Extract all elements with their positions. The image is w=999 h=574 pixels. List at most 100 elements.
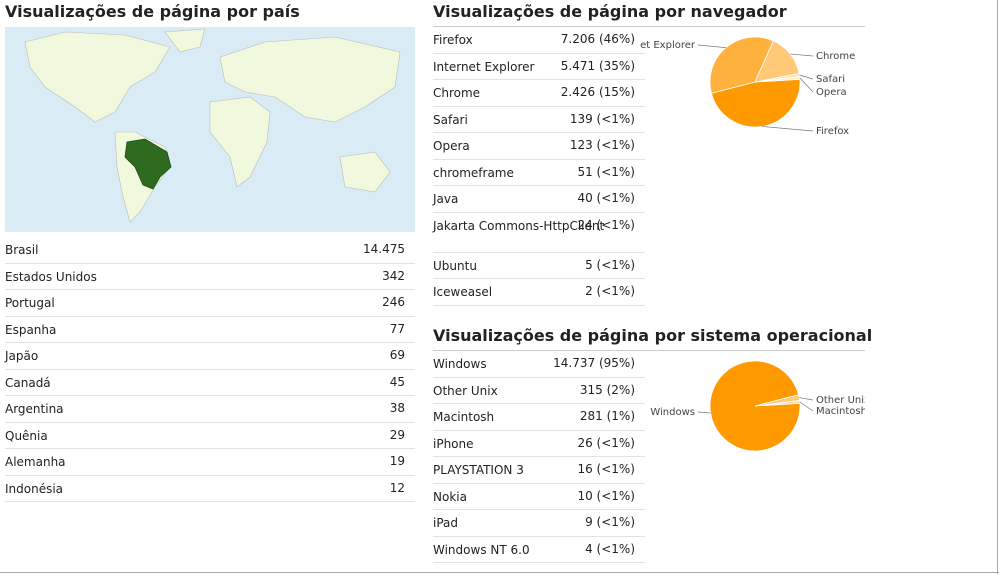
row-value: 281 (1%) [579, 409, 635, 423]
brazil [124, 138, 172, 190]
row-label: Ubuntu [433, 258, 477, 273]
pie-label: Chrome [816, 51, 855, 62]
row-value: 2.426 (15%) [560, 85, 635, 99]
pie-slice [710, 78, 801, 128]
row-label: Espanha [5, 322, 57, 337]
row-label: Chrome [433, 86, 481, 100]
row-label: Quênia [5, 428, 48, 443]
table-row: Windows 14.737 (95%) [433, 351, 645, 378]
table-row: Canadá 45 [5, 370, 415, 396]
row-label: Canadá [5, 375, 51, 390]
section-title: Visualizações de página por país [5, 2, 300, 21]
row-value: 14.475 [363, 242, 405, 256]
leader-line [799, 401, 814, 412]
row-label: chromeframe [433, 165, 514, 180]
row-label: Opera [433, 139, 470, 153]
row-value: 38 [389, 401, 405, 415]
world-map [5, 27, 415, 232]
row-label: Safari [433, 112, 468, 127]
row-value: 26 (<1%) [577, 435, 635, 450]
row-label: Brasil [5, 243, 39, 257]
row-label: Jakarta Commons-HttpClient [433, 218, 605, 233]
table-row: Jakarta Commons-HttpClient 24 (<1%) [433, 213, 645, 253]
row-label: PLAYSTATION 3 [433, 463, 524, 477]
row-value: 139 (<1%) [569, 111, 635, 126]
row-label: Indonésia [5, 481, 64, 496]
row-value: 4 (<1%) [585, 541, 635, 556]
table-row: Argentina 38 [5, 396, 415, 423]
row-label: Java [433, 192, 459, 206]
table-row: Brasil 14.475 [5, 237, 415, 264]
row-value: 29 [389, 427, 405, 442]
row-value: 2 (<1%) [585, 284, 635, 298]
table-row: Estados Unidos 342 [5, 264, 415, 290]
row-label: iPad [433, 516, 459, 530]
row-value: 5 (<1%) [585, 257, 635, 272]
row-label: Windows NT 6.0 [433, 542, 530, 557]
pie-label: et Explorer [640, 40, 696, 51]
row-label: Portugal [5, 296, 55, 310]
north-america [24, 31, 171, 123]
row-value: 9 (<1%) [585, 515, 635, 529]
row-label: Nokia [433, 489, 467, 504]
leader-line [697, 411, 711, 414]
window-edge [0, 572, 999, 573]
row-label: Iceweasel [433, 285, 493, 299]
table-row: iPad 9 (<1%) [433, 510, 645, 537]
row-label: Windows [433, 357, 487, 371]
row-value: 5.471 (35%) [560, 58, 635, 73]
table-row: Espanha 77 [5, 317, 415, 343]
section-title: Visualizações de página por navegador [433, 2, 787, 21]
table-row: Opera 123 (<1%) [433, 133, 645, 160]
row-label: Japão [5, 349, 39, 363]
browser-pie: Firefox et Explorer Chrome Safari Opera [640, 36, 855, 137]
row-value: 40 (<1%) [577, 191, 635, 205]
pie-label: Firefox [816, 126, 849, 137]
africa [209, 96, 271, 188]
table-row: Alemanha 19 [5, 449, 415, 476]
row-label: Macintosh [433, 410, 495, 424]
leader-line [799, 74, 814, 80]
leader-line [790, 53, 814, 57]
row-value: 69 [389, 348, 405, 362]
leader-line [799, 397, 814, 401]
row-value: 77 [389, 321, 405, 336]
window-edge [997, 0, 998, 574]
row-value: 51 (<1%) [577, 164, 635, 179]
table-row: PLAYSTATION 3 16 (<1%) [433, 457, 645, 484]
row-label: Internet Explorer [433, 59, 535, 74]
table-row: Safari 139 (<1%) [433, 107, 645, 133]
row-label: Alemanha [5, 455, 66, 469]
pie-label: Other Unix [816, 395, 865, 406]
pie-label: Opera [816, 87, 847, 98]
table-row: chromeframe 51 (<1%) [433, 160, 645, 186]
row-label: Firefox [433, 33, 473, 47]
row-value: 45 [389, 374, 405, 389]
table-row: Iceweasel 2 (<1%) [433, 279, 645, 306]
row-value: 14.737 (95%) [553, 356, 635, 370]
row-value: 315 (2%) [579, 382, 635, 397]
row-value: 12 [389, 480, 405, 495]
table-row: Ubuntu 5 (<1%) [433, 253, 645, 279]
section-title: Visualizações de página por sistema oper… [433, 326, 873, 345]
greenland [164, 28, 206, 53]
australia [339, 151, 391, 193]
table-row: Quênia 29 [5, 423, 415, 449]
table-row: Other Unix 315 (2%) [433, 378, 645, 404]
table-row: Java 40 (<1%) [433, 186, 645, 213]
divider [433, 350, 865, 351]
row-label: Other Unix [433, 383, 498, 398]
table-row: iPhone 26 (<1%) [433, 431, 645, 457]
row-label: Estados Unidos [5, 269, 97, 284]
row-label: iPhone [433, 436, 474, 451]
table-row: Windows NT 6.0 4 (<1%) [433, 537, 645, 563]
row-value: 7.206 (46%) [560, 32, 635, 46]
table-row: Firefox 7.206 (46%) [433, 27, 645, 54]
table-row: Japão 69 [5, 343, 415, 370]
leader-line [799, 77, 814, 93]
table-row: Chrome 2.426 (15%) [433, 80, 645, 107]
table-row: Nokia 10 (<1%) [433, 484, 645, 510]
pie-label: Macintosh [816, 406, 865, 417]
leader-line [761, 126, 814, 132]
row-value: 24 (<1%) [577, 217, 635, 232]
